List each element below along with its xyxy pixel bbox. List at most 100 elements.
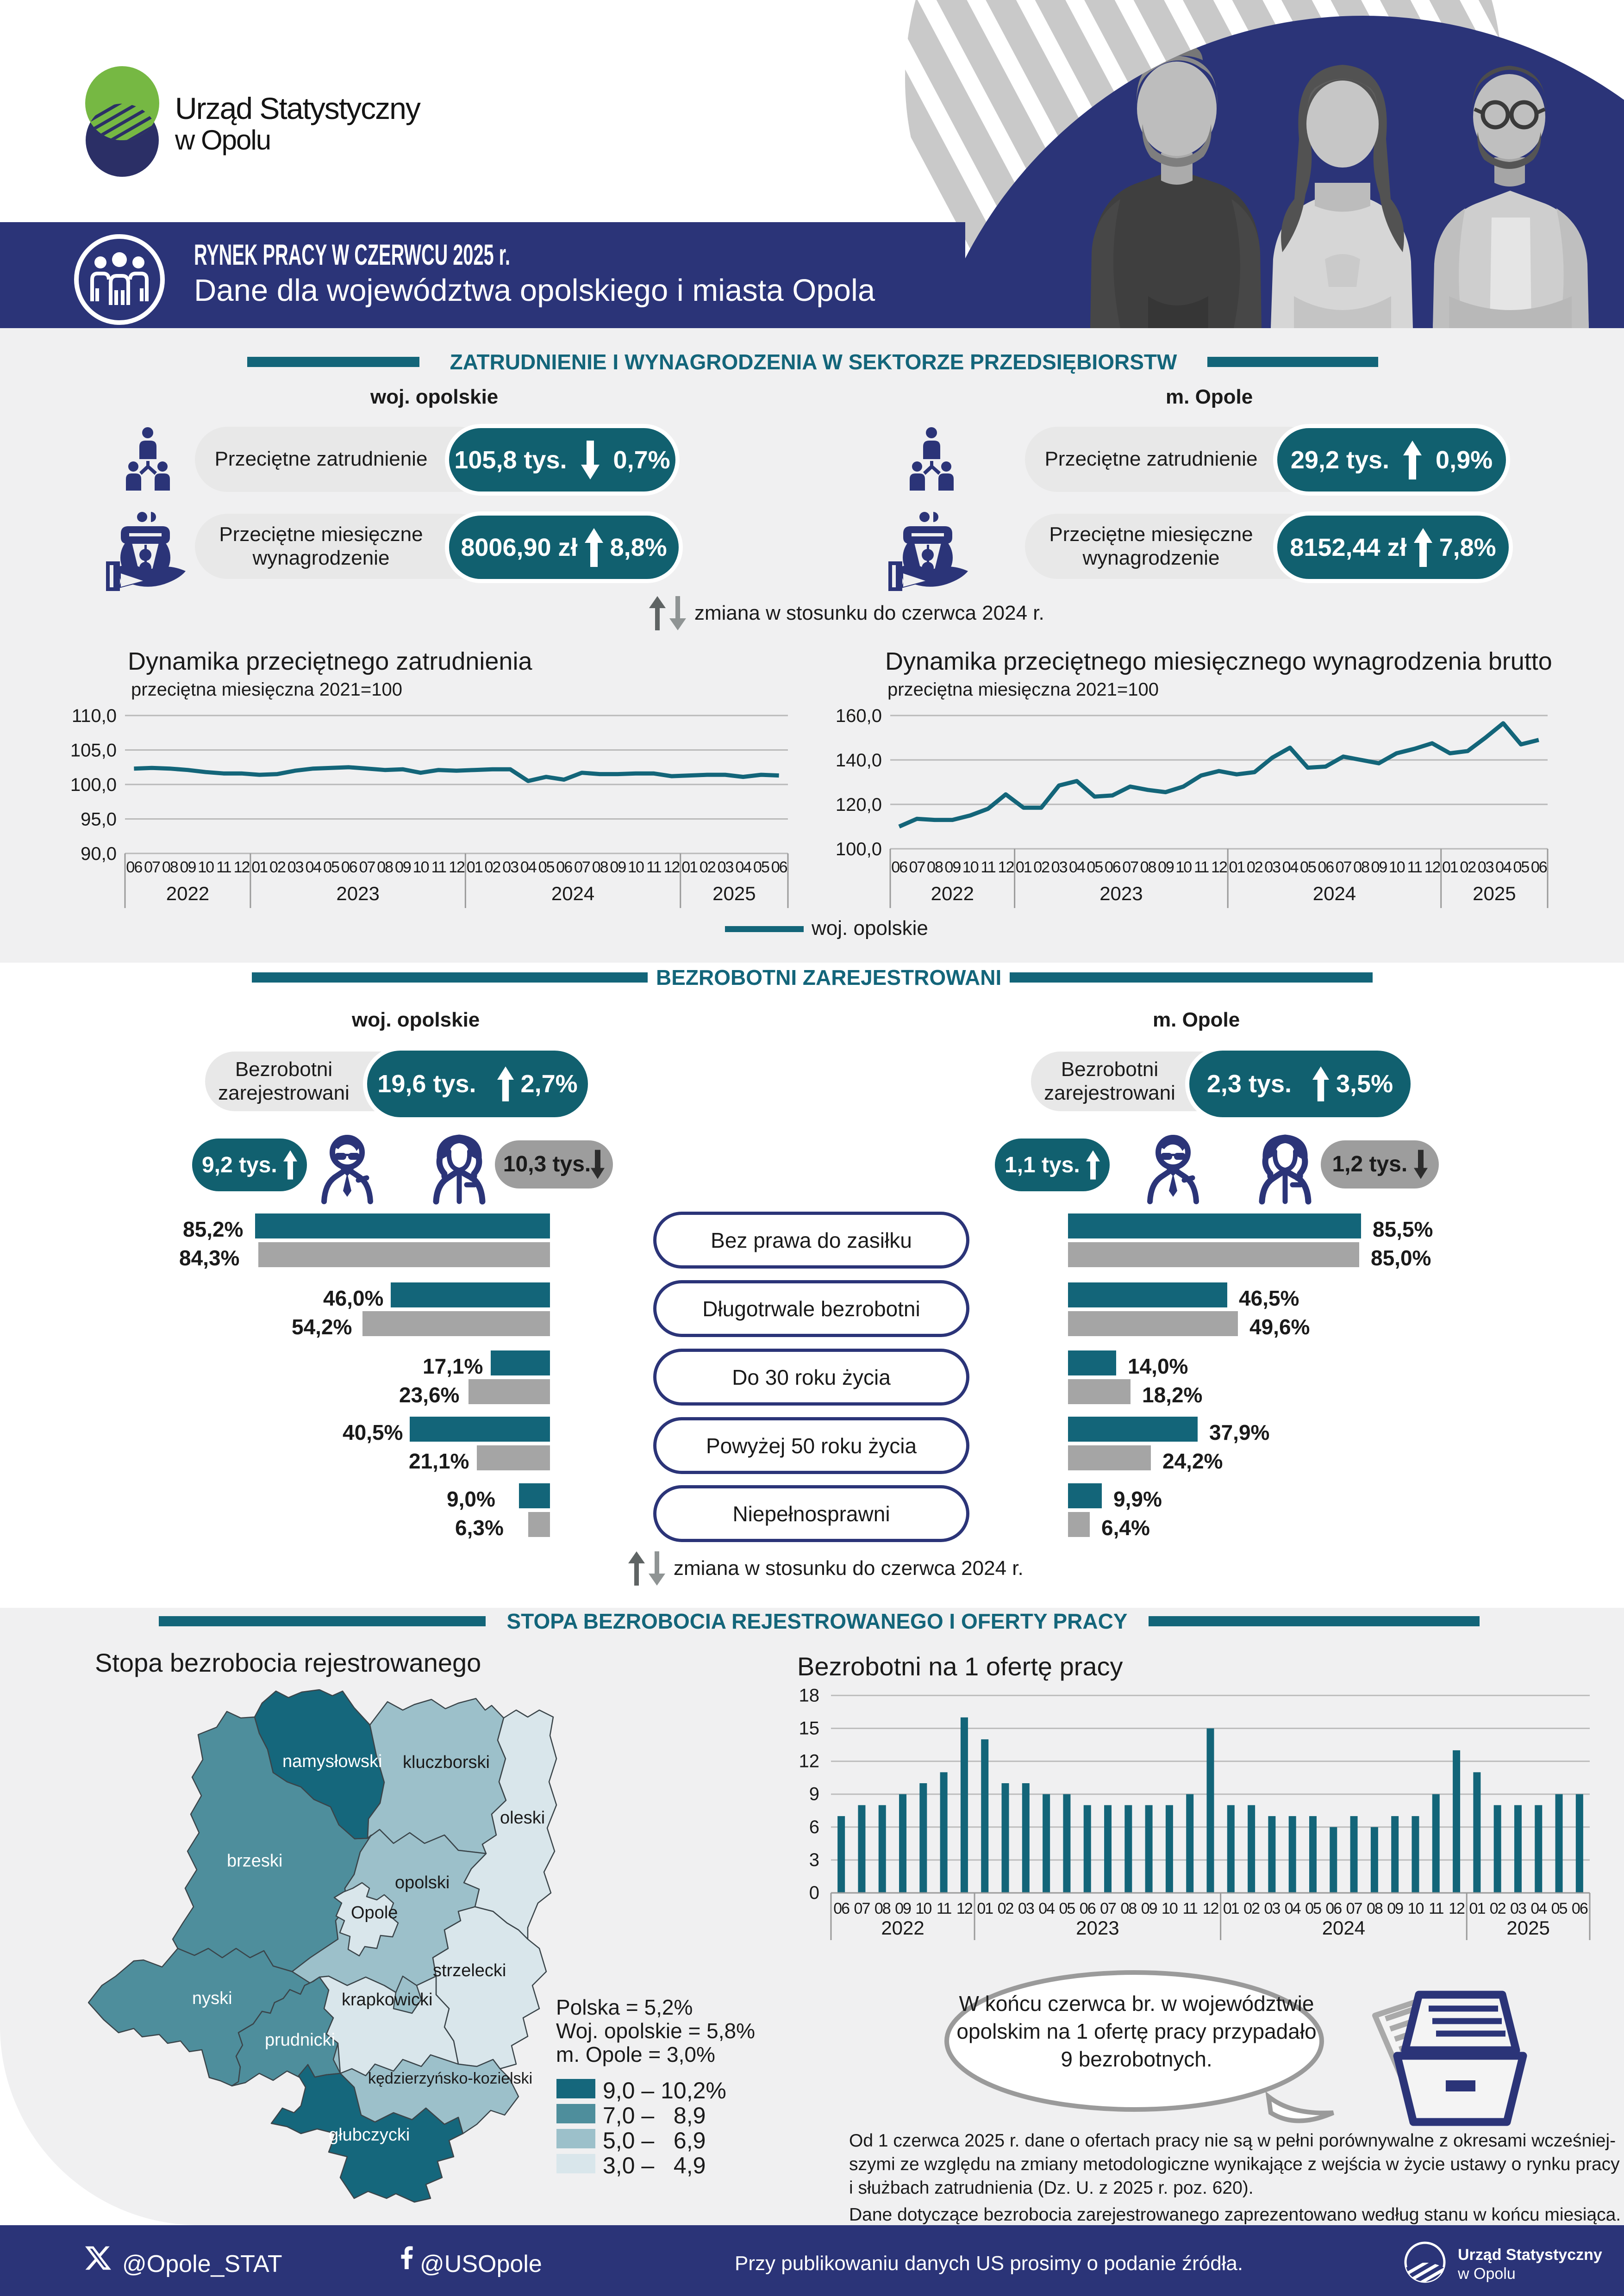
- svg-text:11: 11: [937, 1900, 951, 1917]
- svg-text:08: 08: [1140, 859, 1156, 876]
- svg-text:04: 04: [305, 859, 321, 876]
- svg-text:09: 09: [1141, 1900, 1157, 1917]
- svg-text:09: 09: [610, 859, 626, 876]
- svg-text:01: 01: [1469, 1900, 1485, 1917]
- svg-text:140,0: 140,0: [836, 750, 882, 771]
- svg-text:02: 02: [1460, 859, 1476, 876]
- svg-text:100,0: 100,0: [836, 839, 882, 859]
- svg-text:08: 08: [1353, 859, 1369, 876]
- svg-text:kluczborski: kluczborski: [403, 1753, 490, 1772]
- svg-text:03: 03: [287, 859, 304, 876]
- svg-text:09: 09: [1371, 859, 1387, 876]
- svg-text:09: 09: [180, 859, 196, 876]
- svg-text:2023: 2023: [1076, 1917, 1119, 1939]
- svg-text:02: 02: [700, 859, 716, 876]
- svg-text:oleski: oleski: [500, 1808, 545, 1828]
- svg-text:02: 02: [998, 1900, 1014, 1917]
- svg-text:krapkowicki: krapkowicki: [342, 1990, 432, 2010]
- svg-text:11: 11: [1194, 859, 1209, 876]
- svg-text:strzelecki: strzelecki: [433, 1961, 506, 1980]
- svg-text:10: 10: [198, 859, 214, 876]
- svg-text:10: 10: [413, 859, 429, 876]
- svg-text:09: 09: [944, 859, 961, 876]
- svg-text:01: 01: [467, 859, 483, 876]
- svg-text:07: 07: [1336, 859, 1352, 876]
- svg-text:15: 15: [799, 1718, 820, 1739]
- svg-text:01: 01: [681, 859, 698, 876]
- svg-text:12: 12: [799, 1751, 820, 1772]
- svg-text:nyski: nyski: [192, 1989, 232, 2008]
- svg-text:9: 9: [809, 1784, 819, 1804]
- svg-text:90,0: 90,0: [81, 844, 117, 864]
- svg-text:11: 11: [1407, 859, 1422, 876]
- svg-text:07: 07: [1346, 1900, 1362, 1917]
- svg-text:03: 03: [1264, 1900, 1280, 1917]
- svg-text:07: 07: [144, 859, 160, 876]
- svg-text:2024: 2024: [1313, 883, 1356, 904]
- svg-text:07: 07: [1100, 1900, 1116, 1917]
- svg-text:01: 01: [1223, 1900, 1239, 1917]
- svg-text:100,0: 100,0: [70, 775, 117, 795]
- svg-text:06: 06: [126, 859, 142, 876]
- svg-text:08: 08: [1120, 1900, 1137, 1917]
- svg-text:2024: 2024: [551, 883, 594, 904]
- svg-text:03: 03: [1478, 859, 1494, 876]
- svg-text:12: 12: [664, 859, 680, 876]
- svg-text:07: 07: [359, 859, 375, 876]
- svg-text:07: 07: [854, 1900, 870, 1917]
- svg-text:05: 05: [1087, 859, 1103, 876]
- svg-text:12: 12: [998, 859, 1014, 876]
- svg-text:01: 01: [977, 1900, 993, 1917]
- svg-text:06: 06: [1105, 859, 1121, 876]
- svg-text:08: 08: [1367, 1900, 1383, 1917]
- svg-text:01: 01: [251, 859, 268, 876]
- svg-text:03: 03: [1018, 1900, 1034, 1917]
- svg-text:12: 12: [449, 859, 465, 876]
- svg-text:05: 05: [1513, 859, 1530, 876]
- svg-text:06: 06: [556, 859, 572, 876]
- svg-text:09: 09: [1387, 1900, 1403, 1917]
- svg-text:03: 03: [1264, 859, 1280, 876]
- svg-text:2022: 2022: [166, 883, 209, 904]
- svg-text:6: 6: [809, 1817, 819, 1837]
- svg-text:05: 05: [1551, 1900, 1568, 1917]
- svg-text:07: 07: [574, 859, 590, 876]
- svg-text:2022: 2022: [881, 1917, 924, 1939]
- svg-text:10: 10: [1389, 859, 1405, 876]
- svg-text:06: 06: [833, 1900, 849, 1917]
- svg-text:08: 08: [927, 859, 943, 876]
- svg-text:04: 04: [1285, 1900, 1301, 1917]
- svg-text:10: 10: [628, 859, 644, 876]
- svg-text:05: 05: [1300, 859, 1316, 876]
- svg-text:12: 12: [1449, 1900, 1465, 1917]
- svg-text:12: 12: [234, 859, 250, 876]
- svg-text:110,0: 110,0: [72, 708, 117, 726]
- svg-text:05: 05: [1305, 1900, 1321, 1917]
- svg-text:04: 04: [1530, 1900, 1547, 1917]
- svg-text:05: 05: [538, 859, 555, 876]
- svg-text:07: 07: [1122, 859, 1138, 876]
- svg-text:07: 07: [909, 859, 925, 876]
- svg-text:11: 11: [981, 859, 995, 876]
- svg-text:2022: 2022: [931, 883, 974, 904]
- svg-text:06: 06: [771, 859, 787, 876]
- svg-text:2023: 2023: [1099, 883, 1143, 904]
- svg-text:08: 08: [592, 859, 608, 876]
- svg-text:04: 04: [520, 859, 537, 876]
- svg-text:06: 06: [1531, 859, 1547, 876]
- svg-text:01: 01: [1229, 859, 1245, 876]
- svg-text:2024: 2024: [1322, 1917, 1365, 1939]
- svg-text:kędzierzyńsko-kozielski: kędzierzyńsko-kozielski: [368, 2070, 532, 2087]
- svg-text:120,0: 120,0: [836, 795, 882, 815]
- svg-text:2025: 2025: [1473, 883, 1516, 904]
- svg-text:18: 18: [799, 1685, 820, 1705]
- svg-text:105,0: 105,0: [70, 740, 117, 761]
- svg-text:06: 06: [1572, 1900, 1588, 1917]
- svg-text:06: 06: [1318, 859, 1334, 876]
- svg-text:2025: 2025: [1506, 1917, 1549, 1939]
- svg-text:06: 06: [1325, 1900, 1342, 1917]
- svg-text:04: 04: [1069, 859, 1085, 876]
- svg-text:opolski: opolski: [395, 1873, 450, 1892]
- svg-text:160,0: 160,0: [836, 708, 882, 726]
- svg-text:02: 02: [1490, 1900, 1506, 1917]
